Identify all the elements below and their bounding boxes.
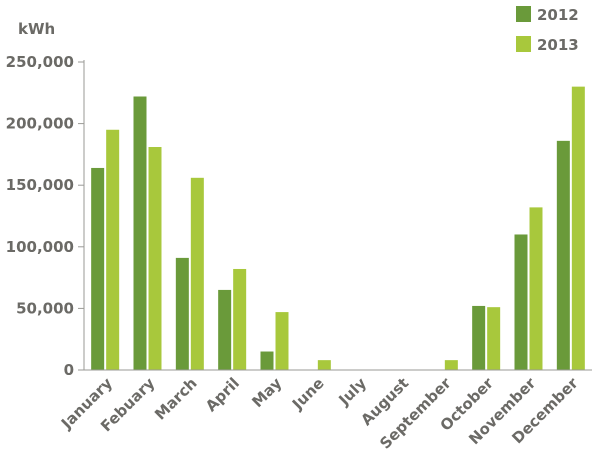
y-tick-label: 150,000 [6,176,74,194]
y-tick-label: 0 [64,361,74,379]
bar-2012-january [91,167,105,370]
bar-2012-febuary [133,96,147,370]
legend-swatch-2012 [516,6,531,22]
bar-2012-october [472,305,486,370]
bar-2013-april [233,268,247,370]
bar-2012-december [556,140,570,370]
bar-2013-may [275,312,289,370]
bar-2012-april [218,289,232,370]
bar-2012-november [514,234,528,370]
bar-2012-may [260,351,274,370]
legend: 2012 2013 [516,6,579,54]
bar-2013-febuary [148,147,162,370]
legend-swatch-2013 [516,36,531,52]
x-tick-label: April [202,374,243,415]
bar-2012-march [175,257,189,370]
bar-2013-october [487,307,501,370]
y-axis-unit-label: kWh [18,20,55,38]
y-tick-label: 100,000 [6,238,74,256]
y-tick-label: 250,000 [6,53,74,71]
bar-2013-november [529,207,543,370]
x-tick-label: March [151,374,201,424]
y-tick-label: 200,000 [6,115,74,133]
x-tick-label: May [248,374,285,411]
bar-2013-june [317,360,331,370]
bar-2013-march [190,177,204,370]
x-tick-label: June [288,374,328,414]
bar-2013-january [106,129,120,370]
bars [91,86,585,370]
bar-2013-december [571,86,585,370]
y-tick-label: 50,000 [16,299,74,317]
x-tick-label: July [335,374,371,410]
legend-label-2012: 2012 [537,6,579,24]
legend-label-2013: 2013 [537,36,579,54]
y-axis: 0 50,000 100,000 150,000 200,000 250,000 [6,53,85,379]
bar-2013-september [444,360,458,370]
